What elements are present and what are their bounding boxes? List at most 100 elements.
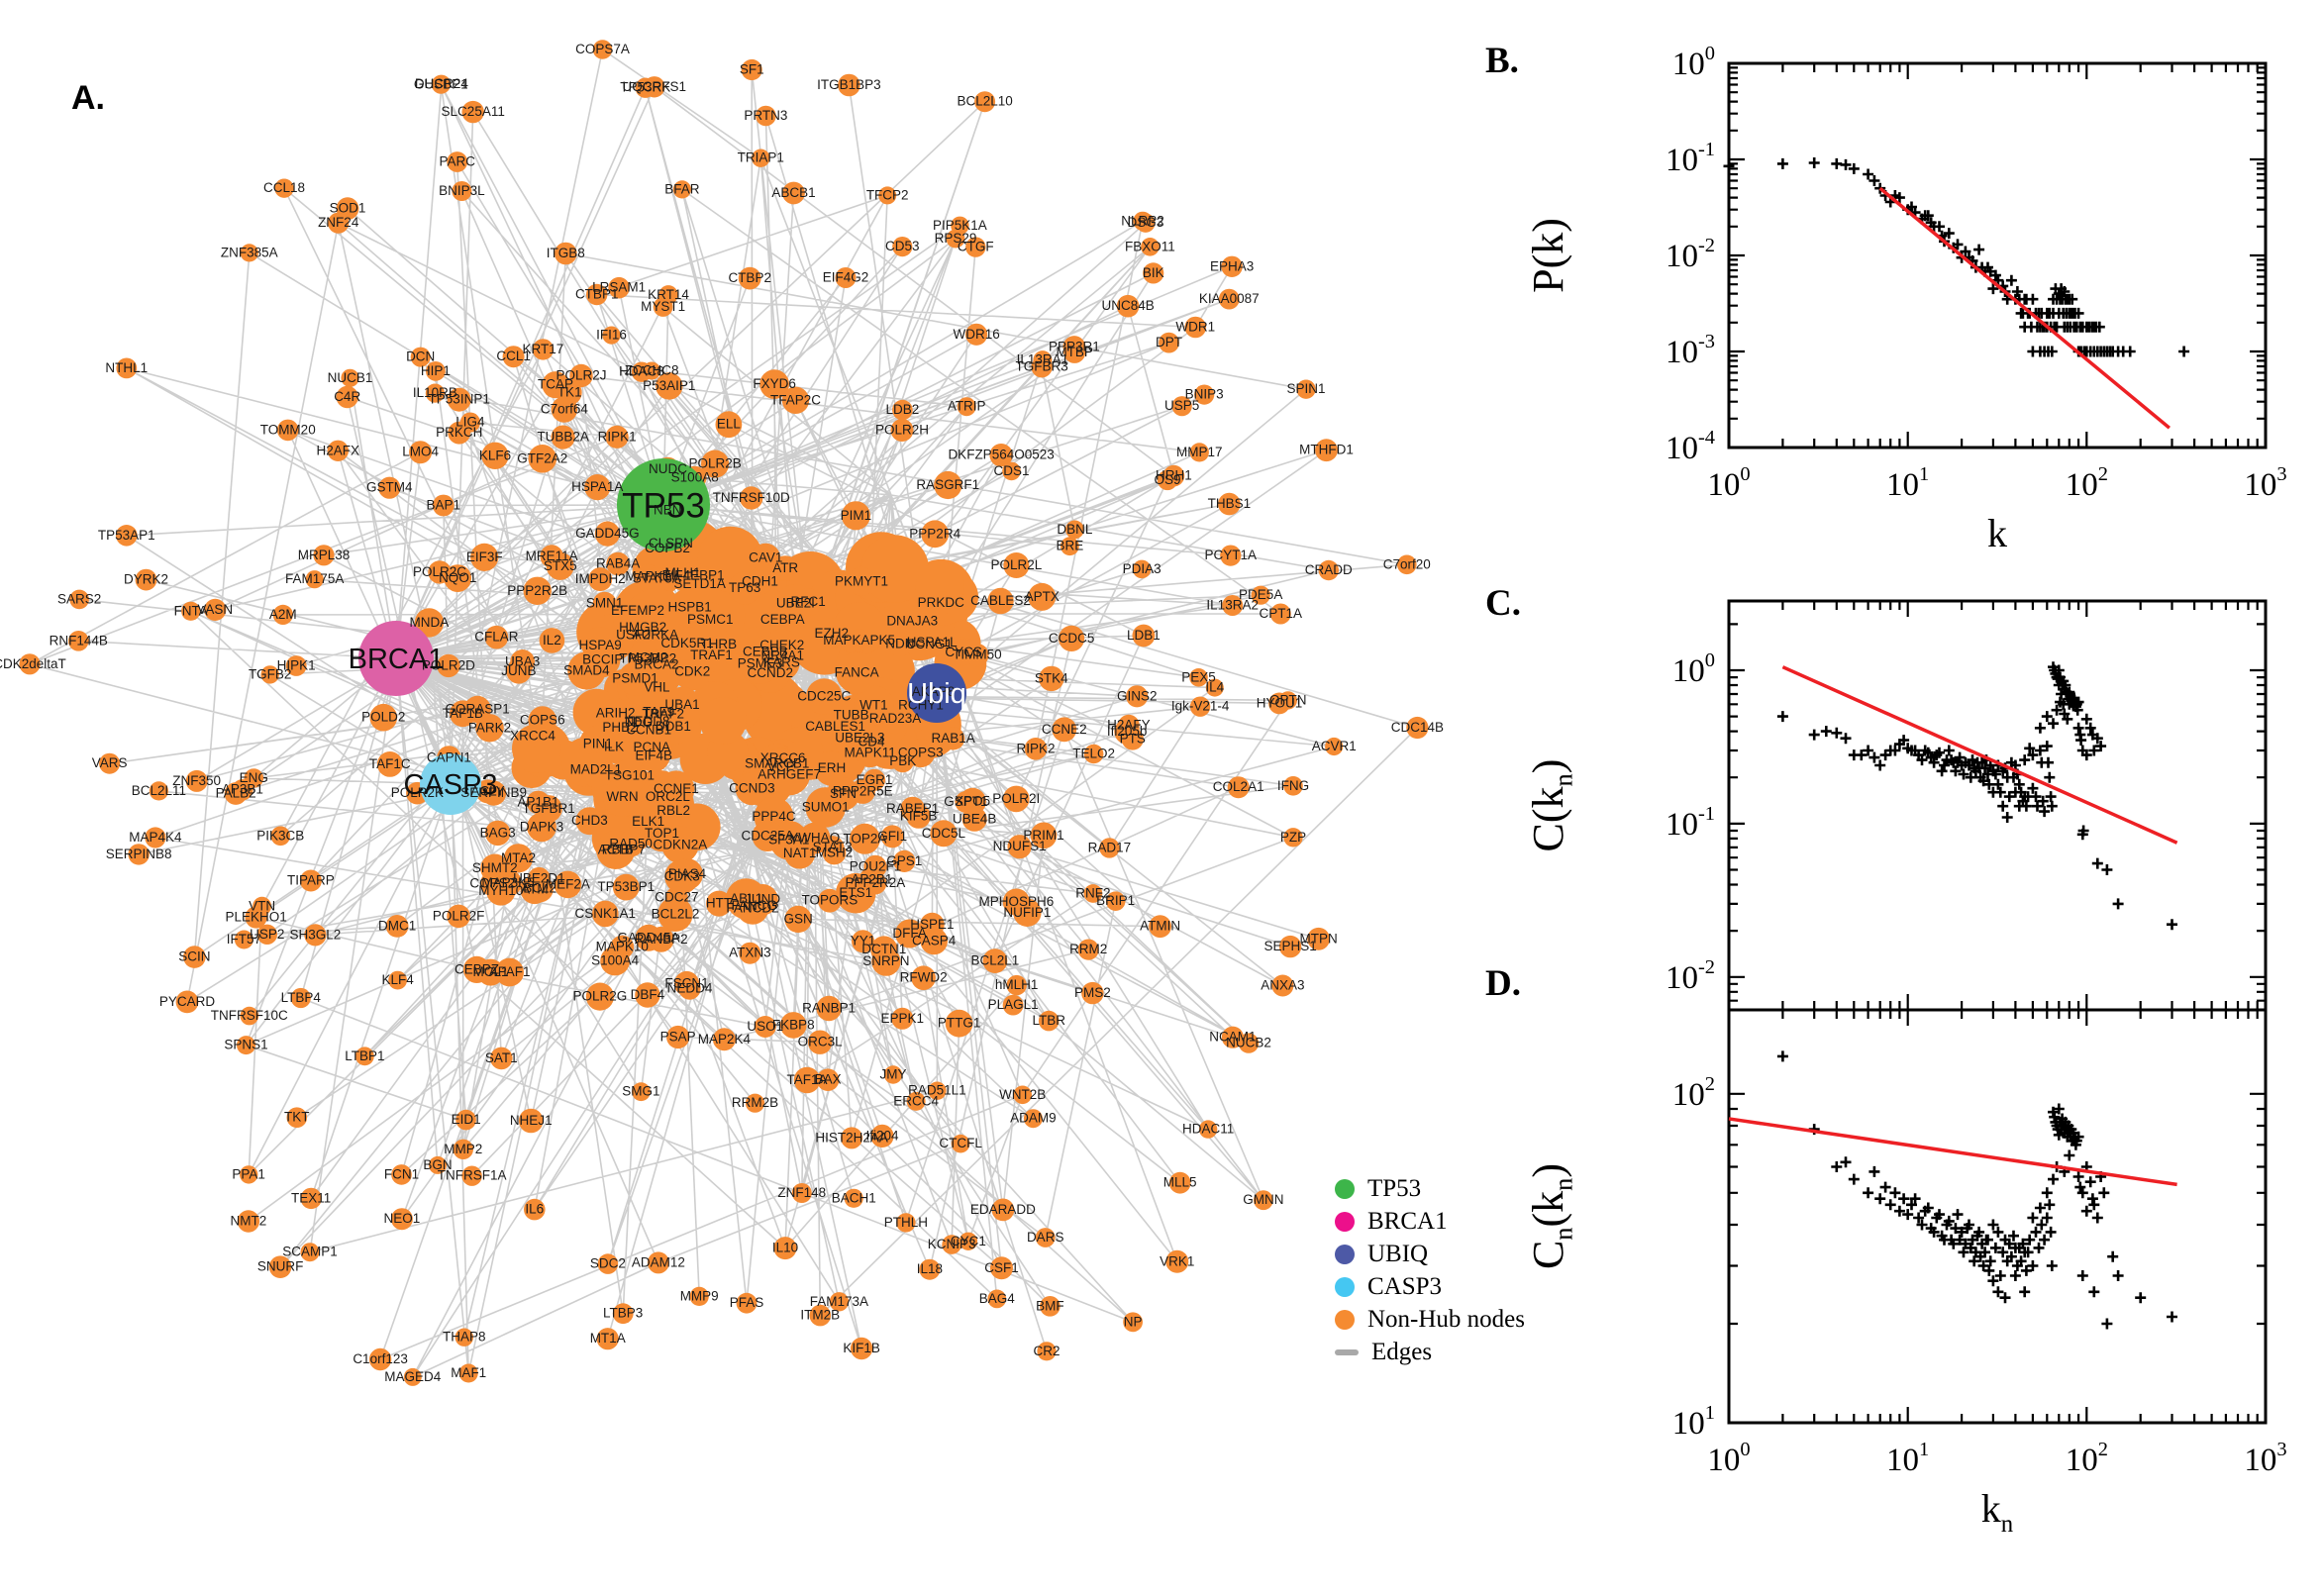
network-node	[458, 1363, 478, 1383]
network-node	[385, 915, 409, 938]
network-node	[175, 990, 199, 1014]
network-node-label: GMNN	[1243, 1192, 1283, 1207]
network-node	[447, 387, 471, 412]
panel-d-label: D.	[1485, 963, 1521, 1004]
network-node	[1189, 443, 1209, 462]
network-node-label: ERH	[818, 760, 847, 775]
network-node	[906, 1091, 926, 1111]
network-node	[274, 178, 294, 198]
network-node-label: KIAA0087	[1199, 291, 1260, 306]
network-node-label: TNFRSF10D	[713, 490, 790, 505]
network-node-label: PTTG1	[938, 1016, 981, 1031]
network-node	[1269, 603, 1291, 625]
network-node-label: FBXO11	[1125, 239, 1175, 253]
network-node	[1318, 559, 1340, 581]
network-node	[327, 440, 349, 461]
network-node	[870, 1124, 894, 1147]
network-node-label: TDG	[625, 715, 654, 730]
network-node-label: TAF1A	[786, 1072, 827, 1087]
legend-item-tp53: TP53	[1335, 1172, 1525, 1205]
network-node	[270, 826, 291, 847]
network-node	[818, 888, 842, 913]
network-node-label: ENG	[240, 770, 268, 785]
network-node-label: MTPN	[1299, 931, 1337, 946]
network-node	[426, 361, 446, 381]
network-node	[742, 893, 766, 919]
network-node	[816, 995, 842, 1022]
network-node	[625, 599, 651, 624]
network-node-label: RABEP1	[886, 801, 939, 816]
network-node-label: ADAM9	[1010, 1111, 1057, 1126]
network-node	[805, 787, 846, 828]
network-node-label: PTHLH	[884, 1215, 928, 1230]
network-node-label: UBE2I	[776, 595, 815, 610]
network-node-label: PZP	[1280, 830, 1306, 845]
network-node	[592, 900, 619, 928]
network-node-label: MAP3K5	[481, 875, 534, 890]
network-node-label: NHEJ1	[510, 1113, 553, 1128]
network-node-label: FANCG	[731, 898, 777, 913]
network-node	[1002, 994, 1024, 1016]
network-node	[432, 494, 454, 517]
network-node	[554, 870, 582, 899]
hub-node-label-tp53: TP53	[622, 486, 705, 525]
network-node	[450, 700, 476, 728]
network-node-label: ELL	[717, 417, 742, 432]
network-node	[602, 326, 621, 345]
network-node	[470, 543, 499, 572]
network-node	[883, 1065, 903, 1084]
network-node	[1307, 927, 1330, 950]
network-node	[706, 890, 732, 917]
network-node	[290, 987, 311, 1009]
network-node	[429, 1155, 447, 1174]
network-node	[631, 361, 653, 382]
network-node-label: TFAP2C	[770, 392, 821, 407]
network-node-label: CDC14B	[1391, 720, 1444, 735]
network-node	[863, 871, 887, 895]
network-node-label: GORASP1	[446, 702, 510, 717]
network-node-label: TNFRSF1A	[438, 1168, 507, 1183]
network-node	[485, 820, 511, 847]
network-node-label: STX5	[544, 558, 577, 573]
network-node-label: MAF1	[451, 1365, 486, 1380]
network-node-label: COPS3	[898, 746, 944, 760]
network-node	[1030, 822, 1058, 849]
network-node	[1065, 520, 1084, 540]
network-node-label: RAD17	[1088, 840, 1132, 854]
network-node-label: ATRIP	[948, 399, 986, 414]
network-node	[793, 1066, 821, 1094]
network-node	[579, 725, 617, 763]
network-node	[1141, 238, 1160, 256]
network-node	[945, 1009, 973, 1038]
network-node-label: HMGB2	[619, 620, 666, 635]
network-node-label: HSPE1	[910, 917, 954, 932]
network-node	[1171, 396, 1192, 417]
network-node-label: SFN	[830, 786, 857, 801]
network-node-label: POLR2L	[991, 557, 1043, 572]
network-node	[847, 566, 876, 596]
network-node	[930, 820, 958, 848]
network-node	[145, 827, 166, 848]
network-node-label: PDE5A	[1239, 587, 1282, 602]
hub-node-label-brca1: BRCA1	[349, 644, 445, 675]
network-node	[244, 768, 264, 788]
hub-node-casp3	[420, 753, 481, 815]
network-node-label: MAP2K4	[698, 1032, 752, 1047]
network-node-label: UBE2D1	[513, 870, 565, 885]
network-node-label: ARHGEF7	[758, 766, 821, 781]
network-node-label: UBA1	[664, 697, 699, 712]
network-node-label: HIPK1	[277, 658, 316, 673]
network-node-label: CAV1	[749, 550, 782, 565]
network-node	[313, 545, 335, 566]
network-node-label: FANCD2	[726, 901, 778, 916]
network-node-label: SETD1A	[673, 576, 726, 591]
network-node-label: PARK2	[468, 720, 511, 735]
network-node	[666, 1025, 690, 1049]
tick-label: 10-2	[1666, 235, 1715, 274]
network-node-label: CTBP1	[575, 287, 619, 302]
network-node	[863, 854, 887, 879]
network-node-label: PLAGL1	[988, 997, 1039, 1012]
network-node-label: POLR2K	[391, 785, 444, 800]
network-node	[637, 739, 670, 772]
network-node-label: ANXA3	[1261, 978, 1304, 993]
